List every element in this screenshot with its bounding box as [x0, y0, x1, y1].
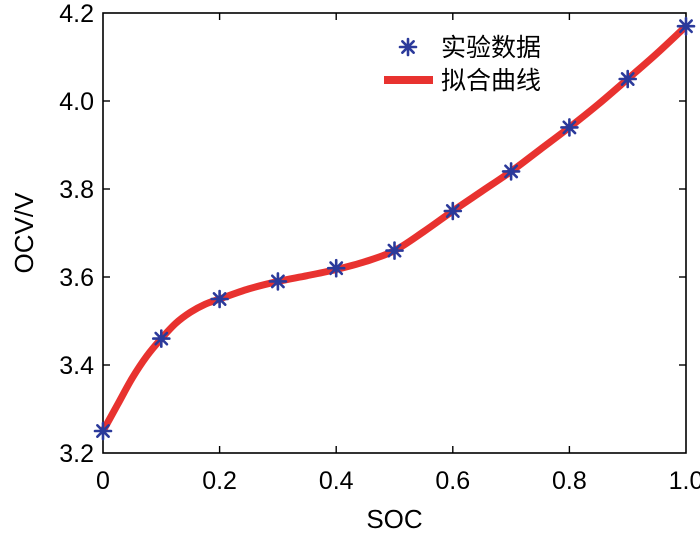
y-tick-label: 4.2: [59, 0, 94, 28]
legend: 实验数据 拟合曲线: [384, 33, 541, 95]
ticks: 0 0.2 0.4 0.6 0.8 1.0 3.2 3.4 3.6 3.8 4.0 4.2: [59, 0, 700, 495]
axes: [102, 12, 687, 454]
fit-curve-layer: [99, 22, 690, 435]
data-point-marker: [93, 421, 113, 441]
data-point-marker: [326, 258, 346, 278]
fit-curve-line: [99, 22, 690, 435]
y-tick-label: 3.2: [59, 440, 94, 468]
y-axis-label: OCV/V: [9, 192, 39, 274]
data-point-marker: [268, 272, 288, 291]
y-tick-label: 3.8: [59, 176, 94, 204]
legend-marker-asterisk-icon: [398, 37, 418, 57]
data-marker-layer: [93, 16, 696, 441]
y-tick-label: 3.6: [59, 264, 94, 292]
x-tick-label: 0.8: [552, 467, 587, 495]
x-tick-label: 0.2: [202, 467, 237, 495]
data-point-marker: [676, 16, 696, 36]
x-tick-label: 0: [96, 467, 110, 495]
data-point-marker: [210, 289, 229, 309]
legend-label-experimental: 实验数据: [441, 33, 541, 62]
data-point-marker: [560, 118, 579, 137]
x-axis-label: SOC: [366, 504, 422, 534]
x-tick-label: 1.0: [669, 467, 700, 495]
legend-label-fit: 拟合曲线: [441, 66, 541, 95]
data-point-marker: [152, 329, 171, 348]
plot-frame: [102, 12, 687, 454]
data-point-marker: [443, 201, 463, 221]
legend-asterisk: [398, 37, 418, 57]
data-point-marker: [501, 162, 521, 181]
y-tick-label: 3.4: [59, 352, 94, 380]
x-tick-label: 0.4: [319, 467, 354, 495]
x-tick-label: 0.6: [435, 467, 470, 495]
y-tick-label: 4.0: [59, 88, 94, 116]
data-point-marker: [618, 69, 638, 89]
data-point-marker: [385, 241, 404, 260]
